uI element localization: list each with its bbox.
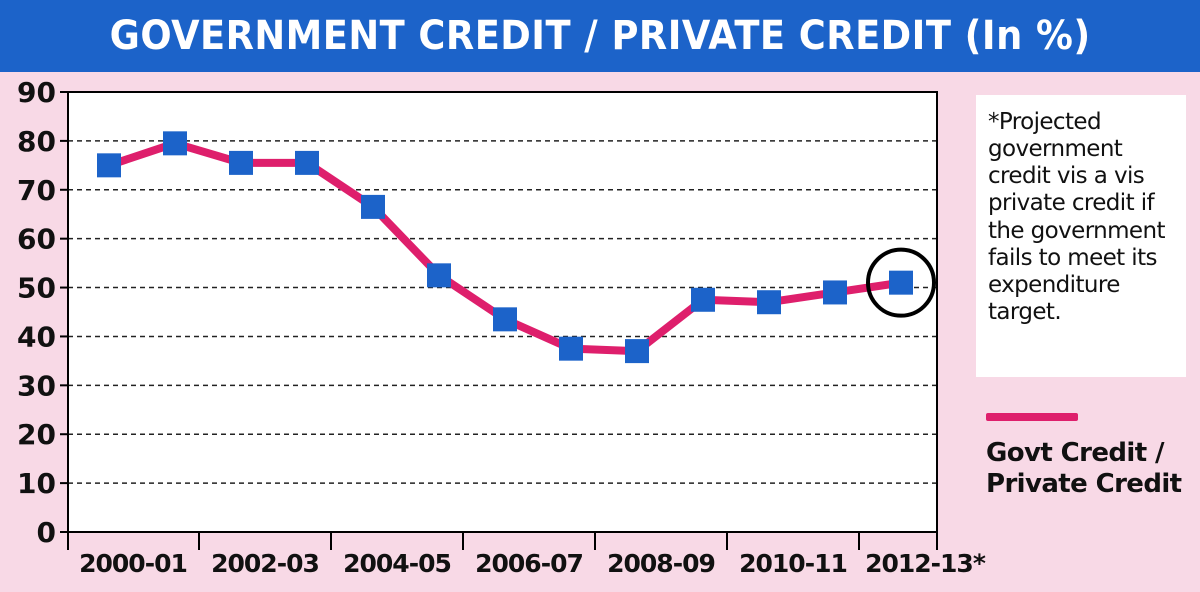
x-tick-label-2008-09: 2008-09 <box>607 549 715 578</box>
title-bar: GOVERNMENT CREDIT / PRIVATE CREDIT (In %… <box>0 0 1200 72</box>
note-box: *Projected government credit vis a vis p… <box>976 95 1186 377</box>
marker-2008-09 <box>625 339 649 364</box>
y-tick-label-70: 70 <box>17 174 56 207</box>
x-tick-label-2006-07: 2006-07 <box>475 549 583 578</box>
grid-lines <box>68 140 937 484</box>
y-tick-label-20: 20 <box>17 418 56 451</box>
marker-2001-02 <box>163 131 187 156</box>
plot-frame <box>67 91 938 533</box>
highlight-circle <box>866 247 936 318</box>
marker-2011-12 <box>823 280 847 305</box>
note-text: *Projected government credit vis a vis p… <box>988 109 1165 325</box>
y-tick-label-50: 50 <box>17 272 56 305</box>
y-tick-label-10: 10 <box>17 467 56 500</box>
marker-2012-13* <box>889 270 913 295</box>
marker-2005-06 <box>427 263 451 288</box>
marker-2002-03 <box>229 150 253 175</box>
x-axis-ticks: 2000-01 2002-03 2004-05 2006-07 2008-09 2010-… <box>67 532 987 578</box>
y-tick-label-0: 0 <box>37 516 56 549</box>
marker-2009-10 <box>691 287 715 312</box>
marker-2004-05 <box>361 194 385 219</box>
x-tick-label-2004-05: 2004-05 <box>343 549 451 578</box>
y-tick-label-90: 90 <box>17 76 56 109</box>
marker-2010-11 <box>757 290 781 315</box>
marker-2003-04 <box>295 150 319 175</box>
y-tick-label-80: 80 <box>17 125 56 158</box>
chart-title: GOVERNMENT CREDIT / PRIVATE CREDIT (In %… <box>109 13 1091 59</box>
x-tick-label-2002-03: 2002-03 <box>211 549 319 578</box>
x-tick-label-2010-11: 2010-11 <box>739 549 847 578</box>
y-tick-label-40: 40 <box>17 320 56 353</box>
legend-swatch <box>986 413 1078 421</box>
x-tick-label-2000-01: 2000-01 <box>79 549 187 578</box>
y-tick-label-30: 30 <box>17 369 56 402</box>
y-axis-ticks: 0 10 20 30 40 50 60 70 80 90 <box>17 76 68 549</box>
legend-label: Govt Credit / Private Credit <box>986 438 1182 500</box>
marker-2007-08 <box>559 336 583 361</box>
series-markers <box>97 131 913 364</box>
y-tick-label-60: 60 <box>17 223 56 256</box>
x-tick-label-2012-13*: 2012-13* <box>865 549 986 578</box>
marker-2000-01 <box>97 153 121 178</box>
marker-2006-07 <box>493 307 517 332</box>
